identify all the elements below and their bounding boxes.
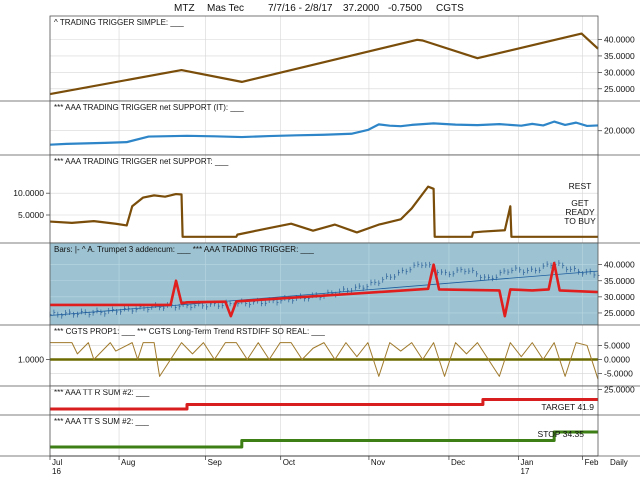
x-tick-label: Jul [52,458,62,467]
x-tick-label: Oct [283,458,296,467]
panel-3: 10.0000 5.0000 *** AAA TRADING TRIGGER net… [0,154,640,244]
stop-label: STOP 34.35 [538,429,585,439]
x-tick-label: Sep [208,458,223,467]
annotation-label: GET [571,198,588,208]
symbol: MTZ [174,3,195,14]
y-tick-label: 5.0000 [604,340,630,350]
y-tick-label: 35.0000 [604,276,635,286]
x-tick-label: Dec [451,458,465,467]
series-line-1 [50,430,598,449]
y-tick-label: 20.0000 [604,126,635,136]
panel-title: *** AAA TRADING TRIGGER net SUPPORT (IT)… [54,103,244,112]
target-label: TARGET 41.9 [541,402,594,412]
annotation-label: REST [569,181,592,191]
x-tick-label: Aug [121,458,135,467]
x-tick-label: Jan [521,458,534,467]
panel-title: *** AAA TRADING TRIGGER net SUPPORT: ___ [54,157,229,166]
trading-trigger-line [50,261,599,318]
data-source: CGTS [436,3,464,14]
y-tick-label: 40.0000 [604,35,635,45]
y-tick-label-left: 1.0000 [18,355,44,365]
panel-2: 20.0000 *** AAA TRADING TRIGGER net SUPPO… [0,100,640,156]
x-tick-label: Feb [585,458,599,467]
y-tick-label: 30.0000 [604,67,635,77]
y-tick-label: 30.0000 [604,292,635,302]
y-tick-label: 0.0000 [604,355,630,365]
panel-title: Bars: |- ^ A. Trumpet 3 addencum: ___ **… [54,245,314,254]
y-tick-label: -5.0000 [604,369,633,379]
series-line-2 [50,342,599,380]
panel-background [50,415,598,456]
series-line-1 [50,398,598,411]
y-tick-label: 40.0000 [604,260,635,270]
panel-background [50,155,598,243]
panel-title: ^ TRADING TRIGGER SIMPLE: ___ [54,18,184,27]
x-year-label: 17 [521,467,530,476]
panel-1: 40.0000 35.0000 30.0000 25.0000 ^ TRADING TR… [0,15,640,102]
y-tick-label: 25.0000 [604,385,635,395]
series-line-1 [49,185,598,238]
panel-title: *** CGTS PROP1: ___ *** CGTS Long-Term T… [54,327,325,336]
company-name: Mas Tec [207,3,245,14]
y-tick-label: 5.0000 [18,210,44,220]
x-year-label: 16 [52,467,61,476]
panel-5: 5.0000 0.0000 -5.0000 1.0000 *** CGTS PROP1:… [0,324,640,387]
last-price: 37.2000 [343,3,380,14]
panel-title: *** AAA TT R SUM #2: ___ [54,388,150,397]
y-tick-label: 35.0000 [604,51,635,61]
panel-4: 40.0000 35.0000 30.0000 25.0000 Bars: |- ^ A… [0,242,640,326]
panel-title: *** AAA TT S SUM #2: ___ [54,417,149,426]
y-tick-label: 25.0000 [604,84,635,94]
panel-6: *** AAA TT R SUM #2: ___ TARGET 41.9 [0,385,640,416]
annotation-label: TO BUY [564,216,596,226]
chart-header: MTZ Mas Tec 7/7/16 - 2/8/17 37.2000 -0.7… [0,0,640,16]
y-tick-label: 25.0000 [604,308,635,318]
period-label: Daily [610,458,628,467]
series-line-1 [49,32,599,96]
date-range: 7/7/16 - 2/8/17 [268,3,333,14]
series-line-1 [49,120,599,146]
y-tick-label: 10.0000 [13,188,44,198]
trend-line [49,270,599,316]
price-change: -0.7500 [388,3,422,14]
panel-background [50,101,598,155]
panel-background [50,16,598,101]
x-tick-label: Nov [371,458,385,467]
panel-background [50,325,598,386]
annotation-label: READY [565,207,595,217]
x-axis: Jul Aug Sep Oct Nov Dec Jan Feb 16 17 Daily [49,455,628,476]
